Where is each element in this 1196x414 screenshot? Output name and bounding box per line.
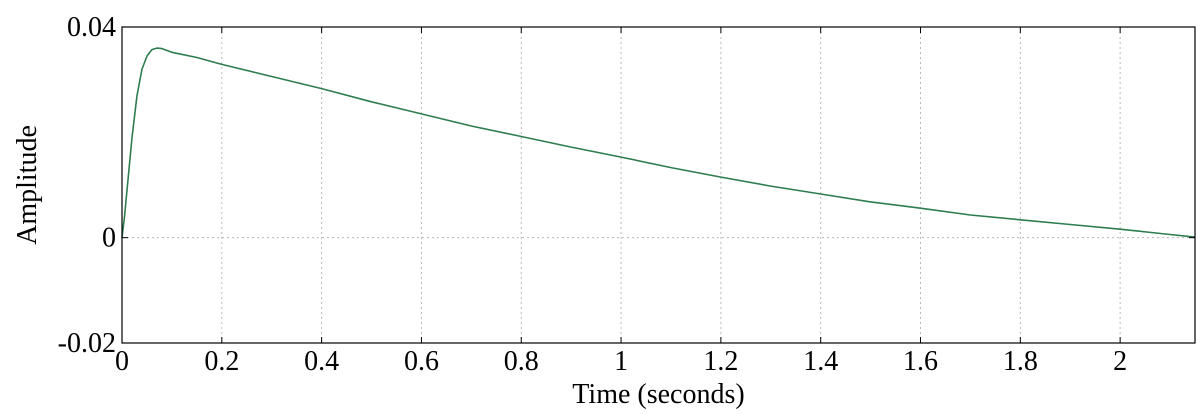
- plot-frame: [121, 26, 1196, 344]
- x-tick-label: 2: [1113, 346, 1127, 377]
- x-tick-label: 1.8: [1003, 346, 1038, 377]
- x-tick-label: 0.6: [404, 346, 439, 377]
- x-tick-label: 1.4: [803, 346, 838, 377]
- grid: [122, 27, 1195, 343]
- x-tick-label: 1.6: [903, 346, 938, 377]
- y-tick-label: 0: [102, 223, 116, 254]
- plot-lines: [121, 47, 1196, 238]
- x-tick-label: 0.8: [504, 346, 539, 377]
- x-tick-label: 0: [115, 346, 129, 377]
- x-axis-label: Time (seconds): [572, 379, 744, 410]
- y-tick-label: 0.04: [67, 12, 116, 43]
- series-line: [121, 47, 1196, 238]
- x-tick-label: 1.2: [703, 346, 738, 377]
- y-tick-label: -0.02: [58, 328, 116, 359]
- x-tick-label: 0.4: [304, 346, 339, 377]
- y-axis-label: Amplitude: [12, 125, 43, 245]
- x-tick-label: 1: [614, 346, 628, 377]
- x-tick-label: 0.2: [204, 346, 239, 377]
